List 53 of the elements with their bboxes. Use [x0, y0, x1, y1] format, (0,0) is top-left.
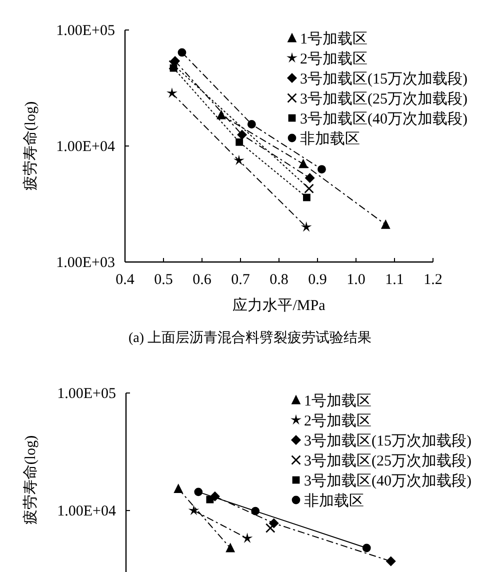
y-tick-label: 1.00E+03: [56, 255, 115, 271]
legend-label: 3号加载区(25万次加载段): [304, 452, 472, 470]
legend-label: 2号加载区: [300, 50, 368, 68]
legend-label: 1号加载区: [300, 30, 368, 48]
point: [247, 120, 256, 128]
x-tick-label: 1.2: [424, 272, 442, 288]
point: [303, 194, 310, 202]
point: [304, 184, 314, 194]
y-axis-title: 疲劳寿命(log): [22, 101, 39, 191]
point: [237, 130, 248, 140]
point: [242, 532, 253, 543]
point: [304, 172, 315, 183]
y-tick-label: 1.00E+04: [56, 139, 116, 155]
x-tick-label: 0.9: [308, 272, 327, 288]
point: [166, 88, 178, 98]
legend-label: 1号加载区: [304, 392, 372, 410]
x-tick-label: 0.8: [270, 272, 288, 288]
legend-label: 3号加载区(15万次加载段): [304, 432, 472, 450]
legend-label: 3号加载区(40万次加载段): [304, 472, 472, 490]
legend-label: 3号加载区(40万次加载段): [300, 110, 468, 128]
point: [298, 158, 308, 168]
point: [251, 506, 260, 516]
point: [194, 488, 203, 496]
x-tick-label: 1.0: [346, 272, 366, 288]
y-tick-label: 1.00E+04: [57, 504, 116, 520]
legend-label: 3号加载区(25万次加载段): [300, 90, 468, 108]
point: [236, 138, 244, 146]
point: [318, 165, 326, 174]
y-tick-label: 1.00E+05: [57, 386, 116, 402]
point: [386, 556, 396, 566]
legend-label: 非加载区: [300, 130, 360, 148]
point: [178, 48, 186, 57]
point: [268, 518, 279, 528]
x-tick-label: 0.6: [192, 272, 212, 288]
point: [188, 504, 200, 516]
point: [265, 523, 276, 533]
legend-label: 非加载区: [304, 492, 364, 510]
text: (a) 上面层沥青混合料劈裂疲劳试验结果: [128, 330, 372, 346]
point: [300, 221, 312, 232]
y-axis-title: 疲劳寿命(log): [22, 435, 39, 525]
legend-label: 2号加载区: [304, 412, 372, 430]
point: [380, 219, 390, 229]
x-tick-label: 0.5: [154, 272, 173, 288]
point: [362, 544, 371, 552]
point: [234, 154, 244, 166]
x-tick-label: 0.4: [116, 272, 135, 288]
point: [206, 496, 214, 504]
point: [168, 60, 178, 70]
x-tick-label: 1.1: [385, 272, 404, 288]
legend-label: 3号加载区(15万次加载段): [300, 70, 468, 88]
y-tick-label: 1.00E+05: [56, 23, 115, 39]
x-tick-label: 0.7: [231, 272, 250, 288]
x-axis-title: 应力水平/MPa: [232, 297, 326, 314]
